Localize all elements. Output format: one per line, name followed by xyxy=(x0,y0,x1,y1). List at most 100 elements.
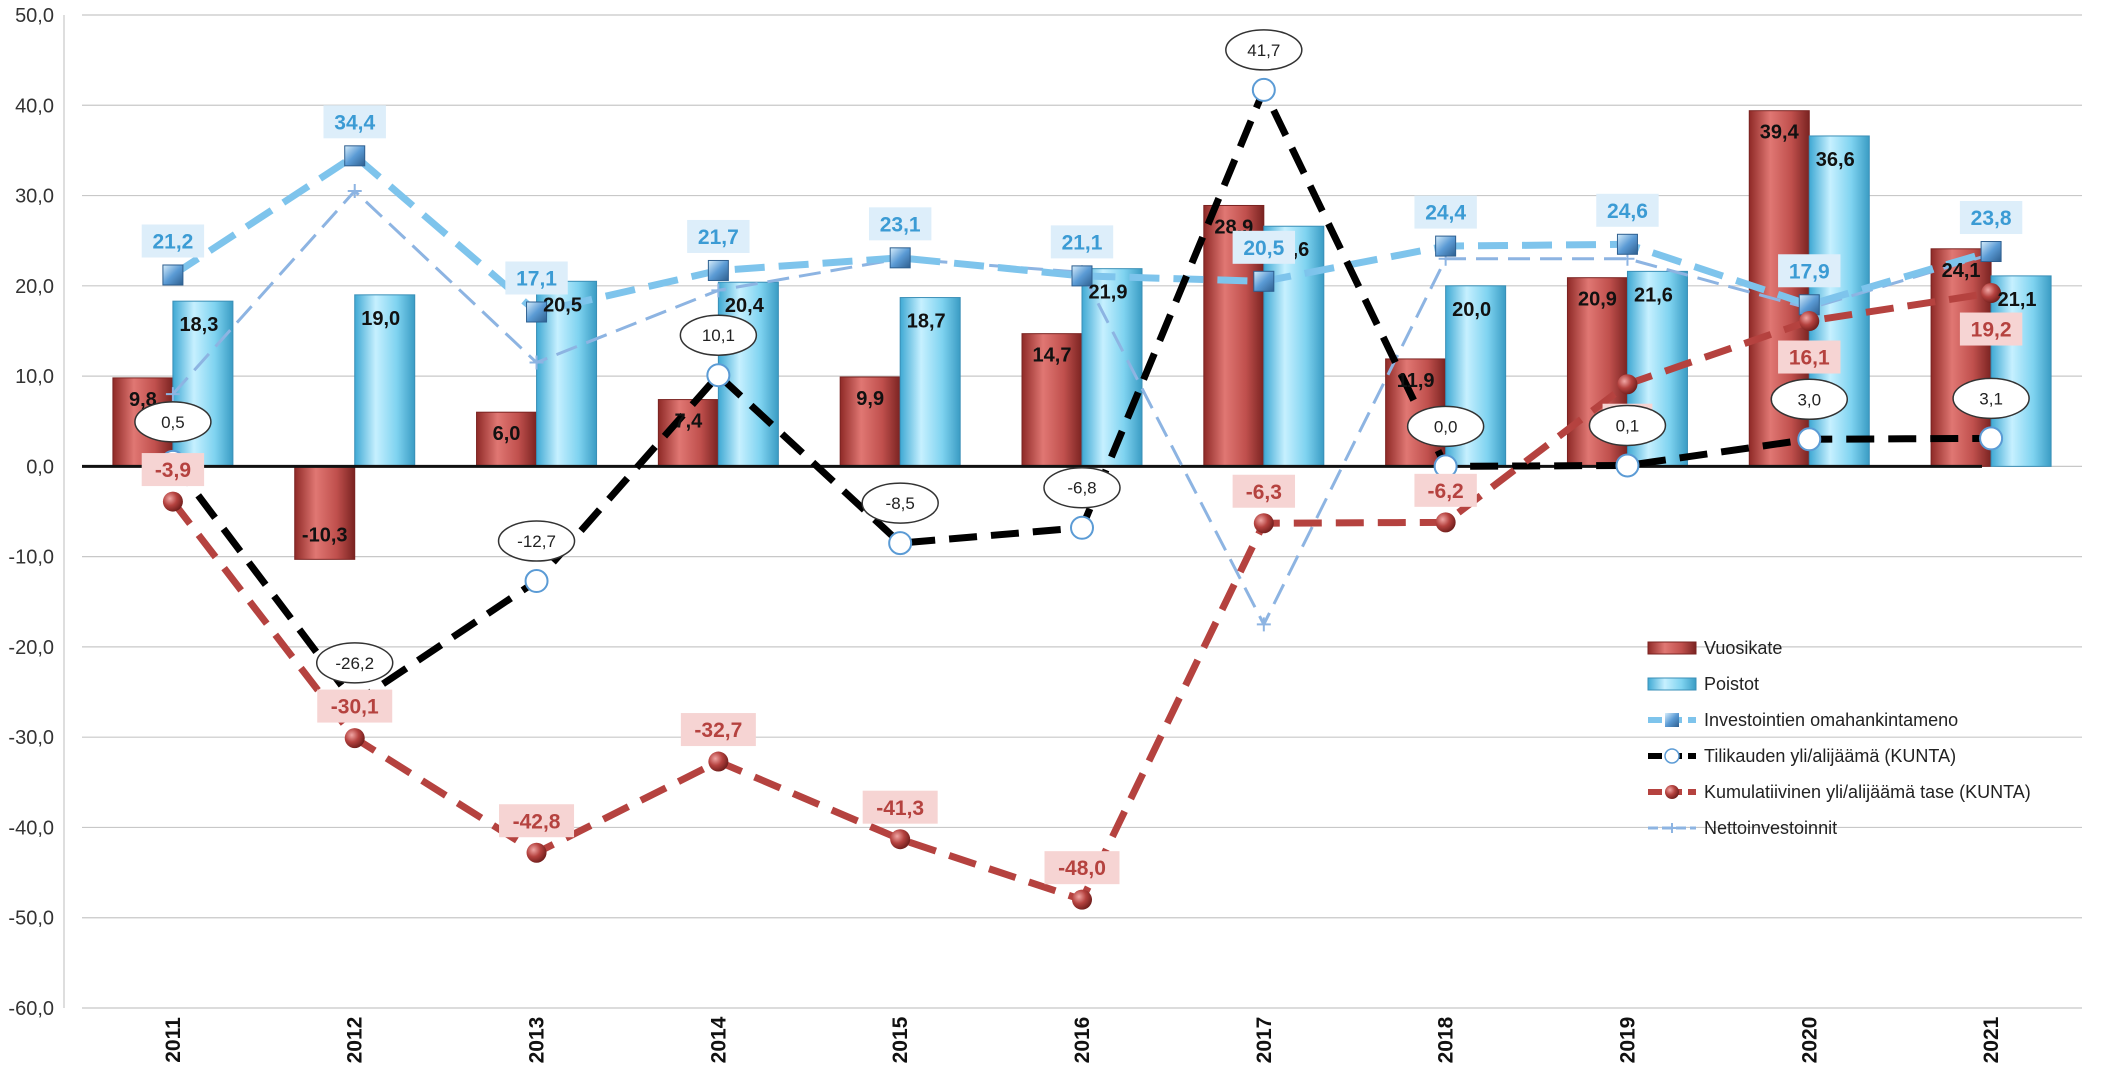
data-label: 0,0 xyxy=(1434,417,1458,436)
data-label-box xyxy=(680,713,756,747)
data-label-box xyxy=(1596,193,1659,227)
data-label: 18,7 xyxy=(907,311,946,333)
bar xyxy=(476,411,538,467)
ball-marker xyxy=(1981,283,2002,304)
data-label: 10,1 xyxy=(702,326,735,345)
cross-marker xyxy=(347,184,362,199)
ball-marker xyxy=(1072,889,1092,910)
ball-marker xyxy=(1253,513,1274,534)
data-label: -41,3 xyxy=(876,797,924,820)
square-marker xyxy=(1253,270,1275,292)
circle-marker xyxy=(524,569,549,594)
data-label: 36,6 xyxy=(1816,149,1855,171)
x-tick-label: 2011 xyxy=(162,1017,185,1063)
data-label: 20,5 xyxy=(543,294,582,316)
square-marker xyxy=(162,264,184,286)
x-tick-label: 2017 xyxy=(1253,1017,1276,1064)
data-label: 17,1 xyxy=(516,268,557,291)
data-label: 21,1 xyxy=(1062,231,1103,254)
data-label: 17,9 xyxy=(1789,260,1830,283)
circle-marker xyxy=(706,363,731,388)
data-label-box xyxy=(1232,230,1296,264)
data-label-box xyxy=(317,689,393,723)
cross-marker xyxy=(529,355,544,370)
data-label: -32,7 xyxy=(694,719,742,742)
data-label-box xyxy=(679,314,758,356)
legend-swatch xyxy=(1647,677,1697,691)
square-marker xyxy=(1071,265,1093,287)
cross-marker xyxy=(165,387,180,402)
data-labels: 9,8-10,36,07,49,914,728,911,920,939,424,… xyxy=(129,29,2037,885)
data-label: 11,9 xyxy=(1397,370,1435,392)
ball-marker xyxy=(890,829,911,850)
data-label-box xyxy=(1050,225,1114,259)
data-label: -42,8 xyxy=(513,810,561,833)
data-label: -8,5 xyxy=(886,494,915,513)
data-label-box xyxy=(1414,473,1477,507)
data-label: -6,3 xyxy=(1246,481,1282,504)
data-label: -6,8 xyxy=(1067,479,1096,498)
data-label: -10,3 xyxy=(302,524,348,546)
x-tick-label: 2014 xyxy=(707,1016,730,1063)
series-line xyxy=(170,152,1993,316)
data-label-box xyxy=(141,453,205,487)
square-marker xyxy=(889,247,911,269)
data-label: 24,4 xyxy=(1425,202,1466,225)
data-label-box xyxy=(1406,405,1485,448)
y-axis: -60,0 -50,0 -40,0 -30,0 -20,0 -10,0 0,0 10,0 20,… xyxy=(8,5,65,1020)
legend-marker xyxy=(1664,748,1680,764)
data-label: -6,2 xyxy=(1428,480,1464,503)
ball-marker xyxy=(1435,512,1456,533)
x-tick-label: 2021 xyxy=(1980,1016,2003,1063)
y-tick-label: 10,0 xyxy=(15,366,54,388)
data-label: 39,4 xyxy=(1760,122,1800,144)
data-label-box xyxy=(1778,254,1841,288)
data-label-box xyxy=(1414,195,1477,229)
data-label: 19,2 xyxy=(1971,319,2012,342)
data-label: -26,2 xyxy=(335,654,374,673)
x-tick-label: 2015 xyxy=(889,1016,912,1063)
x-tick-label: 2020 xyxy=(1798,1017,1821,1064)
data-label: 21,6 xyxy=(1634,284,1673,306)
square-marker xyxy=(707,259,729,281)
data-label: 21,7 xyxy=(698,226,739,249)
y-tick-label: -20,0 xyxy=(8,637,54,659)
data-label: 21,1 xyxy=(1998,289,2037,311)
circle-marker xyxy=(1797,427,1822,452)
legend-label: Vuosikate xyxy=(1704,638,1782,658)
square-marker xyxy=(344,145,366,167)
ball-marker xyxy=(1617,374,1638,395)
data-label-box xyxy=(499,804,575,838)
legend-marker xyxy=(1665,713,1679,727)
circle-marker xyxy=(1251,77,1276,102)
data-label-box xyxy=(1959,312,2023,346)
square-marker xyxy=(1435,235,1457,257)
legend-label: Investointien omahankintameno xyxy=(1704,710,1958,730)
bar xyxy=(899,297,961,467)
data-label: -12,7 xyxy=(517,532,556,551)
data-label: 0,5 xyxy=(161,413,185,432)
data-label: 20,9 xyxy=(1578,289,1617,311)
square-marker xyxy=(1616,233,1638,255)
legend-swatch xyxy=(1647,641,1697,655)
data-label-box xyxy=(315,642,394,684)
circle-marker xyxy=(1070,515,1094,540)
data-label-box xyxy=(861,482,939,524)
y-tick-label: 0,0 xyxy=(26,456,54,478)
data-label: 6,0 xyxy=(493,423,521,445)
data-label: 3,1 xyxy=(1979,389,2003,408)
data-label: -30,1 xyxy=(331,696,379,719)
data-label: 14,7 xyxy=(1033,345,1072,367)
data-label: 34,4 xyxy=(334,111,375,134)
data-label-box xyxy=(1778,340,1841,374)
data-label-box xyxy=(141,224,205,258)
data-label: 3,0 xyxy=(1797,390,1821,409)
data-label: -3,9 xyxy=(155,459,191,482)
data-label-box xyxy=(134,401,212,443)
data-label: 7,4 xyxy=(674,411,703,433)
data-label-box xyxy=(862,790,938,824)
data-label: 21,2 xyxy=(152,231,193,254)
data-label: 20,5 xyxy=(1243,237,1284,260)
y-tick-label: 20,0 xyxy=(15,276,54,298)
